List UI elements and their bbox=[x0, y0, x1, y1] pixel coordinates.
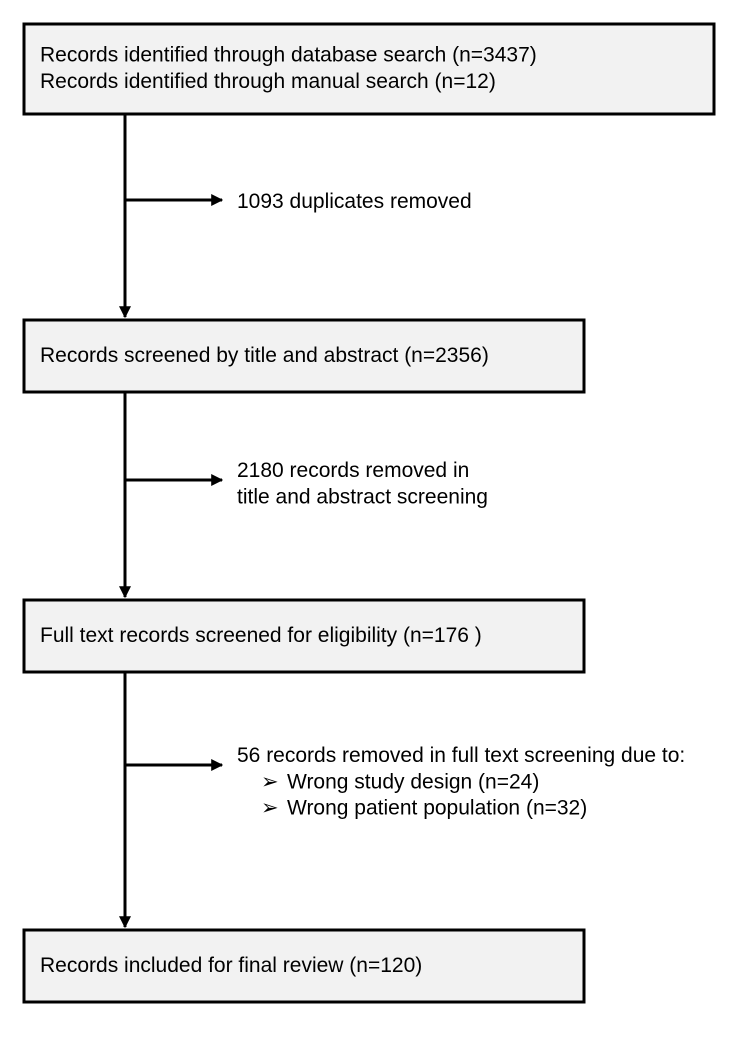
flow-label: title and abstract screening bbox=[237, 485, 488, 508]
flow-box-text: Full text records screened for eligibili… bbox=[40, 624, 482, 647]
flow-box-text: Records screened by title and abstract (… bbox=[40, 344, 489, 367]
bullet-text: Wrong patient population (n=32) bbox=[287, 797, 587, 820]
flow-box-text: Records identified through database sear… bbox=[40, 44, 537, 67]
flow-box-text: Records included for final review (n=120… bbox=[40, 954, 422, 977]
bullet-icon: ➢ bbox=[261, 770, 279, 793]
bullet-icon: ➢ bbox=[261, 797, 279, 820]
flow-label: 2180 records removed in bbox=[237, 459, 469, 482]
flow-label: 1093 duplicates removed bbox=[237, 190, 472, 213]
flow-box-text: Records identified through manual search… bbox=[40, 70, 496, 93]
flow-label: 56 records removed in full text screenin… bbox=[237, 744, 685, 767]
bullet-text: Wrong study design (n=24) bbox=[287, 770, 539, 793]
prisma-flowchart: Records identified through database sear… bbox=[0, 0, 740, 1050]
